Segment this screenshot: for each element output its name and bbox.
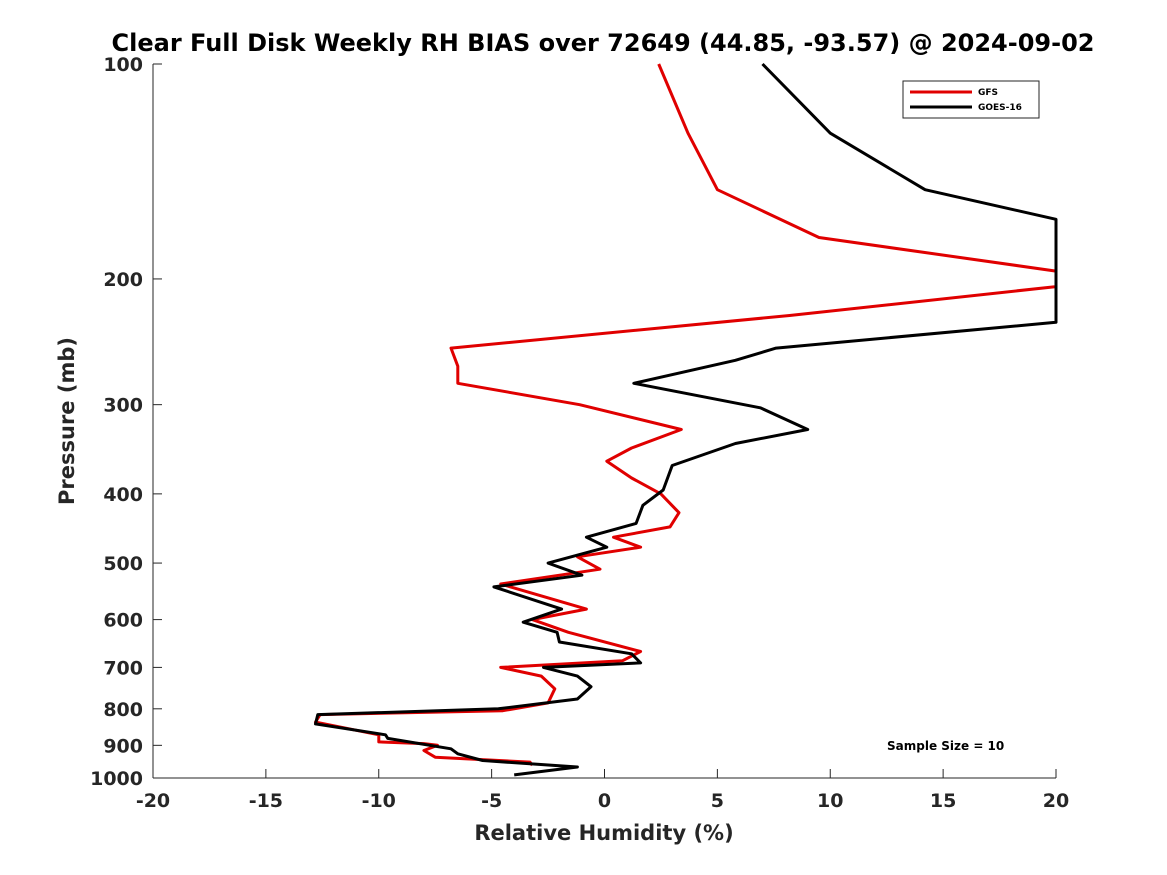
x-tick-label: 10 <box>817 790 843 812</box>
x-tick-label: -5 <box>481 790 502 812</box>
y-tick-label: 600 <box>103 610 143 632</box>
sample-size-annotation: Sample Size = 10 <box>887 739 1004 753</box>
x-tick-label: 20 <box>1043 790 1069 812</box>
y-tick-label: 200 <box>103 269 143 291</box>
series-line-goes-16 <box>314 62 1058 777</box>
x-tick-label: 0 <box>598 790 611 812</box>
series-layer <box>314 62 1058 777</box>
x-tick-label: -10 <box>362 790 396 812</box>
y-tick-label: 700 <box>103 657 143 679</box>
y-tick-label: 500 <box>103 553 143 575</box>
legend-box <box>902 80 1040 119</box>
plot-area <box>153 64 1056 778</box>
y-tick-label: 100 <box>103 54 143 76</box>
y-tick-label: 400 <box>103 484 143 506</box>
y-axis-label: Pressure (mb) <box>55 337 79 505</box>
x-tick-label: -20 <box>136 790 170 812</box>
y-tick-label: 800 <box>103 699 143 721</box>
y-tick-label: 900 <box>103 735 143 757</box>
x-axis-label: Relative Humidity (%) <box>474 821 733 845</box>
legend-label-goes-16: GOES-16 <box>978 103 1022 113</box>
chart-title: Clear Full Disk Weekly RH BIAS over 7264… <box>112 29 1095 57</box>
legend: GFS GOES-16 <box>902 80 1040 119</box>
y-tick-label: 1000 <box>90 768 143 790</box>
x-tick-label: 15 <box>930 790 956 812</box>
x-tick-label: -15 <box>249 790 283 812</box>
x-tick-label: 5 <box>711 790 724 812</box>
y-tick-label: 300 <box>103 395 143 417</box>
y-tick-group: 100 200 300 400 500 600 700 800 900 1000 <box>90 54 162 790</box>
x-tick-group: -20 -15 -10 -5 0 5 10 15 20 <box>136 769 1069 812</box>
legend-label-gfs: GFS <box>978 88 998 98</box>
